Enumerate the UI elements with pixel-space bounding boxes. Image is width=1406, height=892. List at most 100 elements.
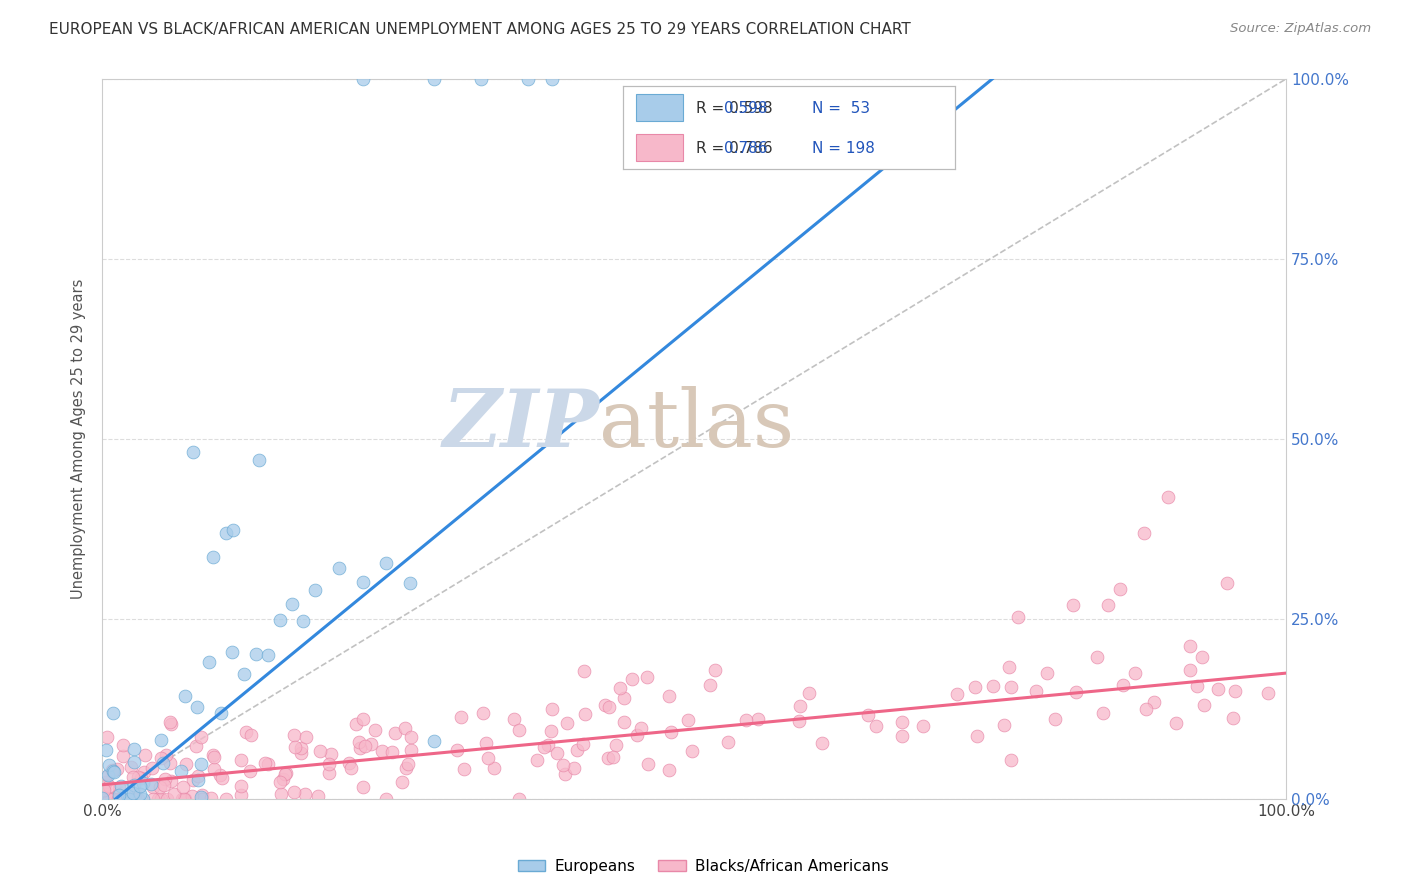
Text: ZIP: ZIP: [443, 386, 599, 464]
Point: [1123, 665, 1146, 680]
Point: [153, 778, 176, 792]
Point: [1036, 666, 1059, 681]
Point: [1000, 753, 1022, 767]
Point: [170, 791, 193, 805]
Point: [173, 792, 195, 806]
Point: [891, 729, 914, 743]
Point: [273, 767, 295, 781]
Point: [1216, 576, 1239, 591]
Point: [152, 756, 174, 771]
Point: [658, 689, 681, 703]
Point: [360, 738, 382, 752]
Point: [174, 689, 197, 703]
Point: [856, 708, 879, 723]
Point: [1025, 684, 1047, 698]
Point: [384, 725, 406, 739]
Point: [1156, 490, 1178, 504]
Point: [574, 706, 596, 721]
Point: [170, 764, 193, 778]
Point: [142, 780, 165, 794]
Point: [229, 753, 252, 767]
Point: [609, 681, 631, 695]
Point: [257, 648, 280, 662]
Point: [200, 791, 222, 805]
Point: [127, 792, 149, 806]
Point: [100, 792, 122, 806]
Point: [572, 737, 595, 751]
Point: [290, 746, 312, 760]
Point: [129, 787, 152, 801]
Point: [148, 780, 170, 794]
Point: [562, 761, 585, 775]
Point: [160, 773, 183, 788]
Point: [129, 771, 152, 785]
Point: [328, 561, 350, 575]
Point: [799, 686, 821, 700]
Point: [474, 737, 496, 751]
Point: [141, 761, 163, 775]
Point: [551, 758, 574, 772]
Point: [374, 792, 396, 806]
Point: [574, 665, 596, 679]
Point: [381, 745, 404, 759]
Point: [703, 663, 725, 677]
Point: [292, 614, 315, 628]
Point: [103, 765, 125, 780]
Point: [174, 756, 197, 771]
Point: [541, 72, 564, 87]
Point: [946, 687, 969, 701]
Point: [173, 792, 195, 806]
Point: [391, 775, 413, 789]
Point: [96, 774, 118, 789]
Point: [1192, 698, 1215, 713]
Point: [156, 792, 179, 806]
Point: [97, 779, 120, 793]
Point: [605, 738, 627, 752]
Point: [353, 739, 375, 753]
Point: [636, 670, 658, 684]
Point: [630, 721, 652, 735]
Text: atlas: atlas: [599, 385, 794, 464]
Point: [229, 788, 252, 802]
Point: [981, 679, 1004, 693]
Point: [187, 772, 209, 787]
Point: [132, 764, 155, 779]
Point: [375, 557, 398, 571]
Point: [526, 752, 548, 766]
Point: [681, 744, 703, 758]
Point: [146, 792, 169, 806]
Point: [283, 728, 305, 742]
Point: [678, 714, 700, 728]
Point: [122, 741, 145, 756]
Point: [450, 709, 472, 723]
Point: [446, 743, 468, 757]
Point: [1223, 683, 1246, 698]
Point: [229, 779, 252, 793]
Point: [352, 574, 374, 589]
Point: [127, 770, 149, 784]
Point: [482, 761, 505, 775]
Point: [98, 758, 121, 772]
Point: [208, 768, 231, 782]
Point: [394, 721, 416, 735]
Point: [142, 792, 165, 806]
Point: [309, 744, 332, 758]
Point: [108, 788, 131, 802]
Point: [602, 750, 624, 764]
Point: [352, 712, 374, 726]
Point: [401, 730, 423, 744]
Point: [371, 744, 394, 758]
Point: [352, 72, 374, 87]
Point: [181, 772, 204, 787]
Point: [101, 792, 124, 806]
Point: [1191, 649, 1213, 664]
Point: [122, 770, 145, 784]
Point: [993, 718, 1015, 732]
Point: [181, 445, 204, 459]
Point: [658, 763, 681, 777]
Point: [134, 747, 156, 762]
Point: [211, 771, 233, 785]
Point: [257, 757, 280, 772]
Point: [128, 779, 150, 793]
Point: [1135, 701, 1157, 715]
